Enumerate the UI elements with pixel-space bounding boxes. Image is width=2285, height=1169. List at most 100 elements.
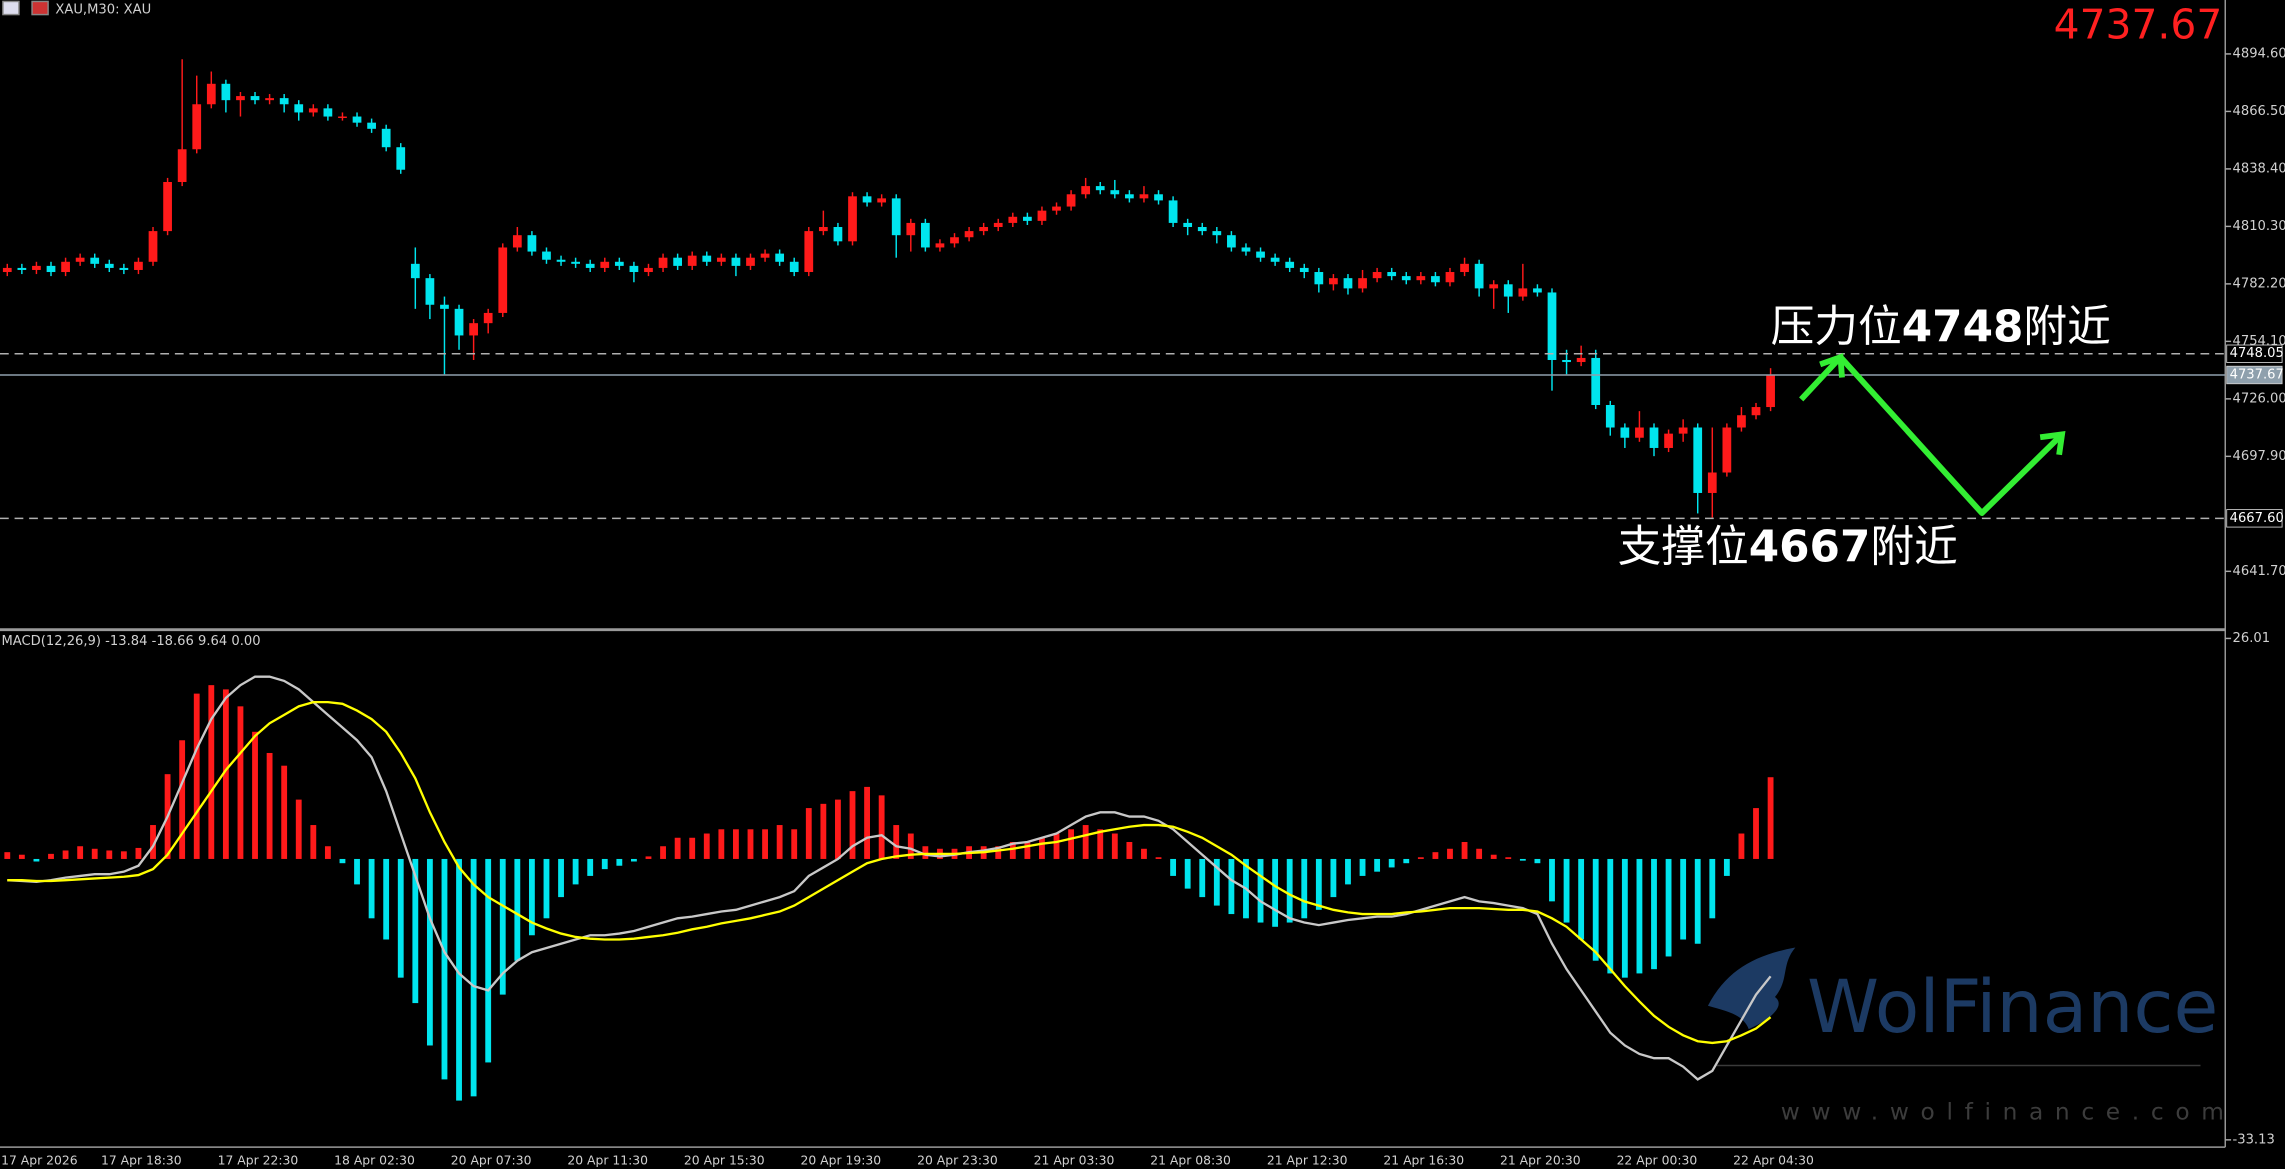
- candle-body: [352, 116, 362, 123]
- candle-body: [1343, 278, 1353, 289]
- x-tick-label: 22 Apr 00:30: [1617, 1154, 1698, 1168]
- histogram-bar: [791, 829, 798, 859]
- candle-body: [61, 261, 70, 273]
- candle-body: [483, 312, 493, 324]
- candle-body: [658, 257, 668, 268]
- histogram-bar: [179, 740, 186, 859]
- candle-body: [1139, 194, 1149, 199]
- url: www.wolfinance.com: [1781, 1098, 2236, 1125]
- histogram-bar: [835, 799, 841, 859]
- histogram-bar: [703, 833, 710, 859]
- histogram-bar: [689, 837, 696, 859]
- candle-body: [308, 108, 318, 113]
- histogram-bar: [1272, 858, 1279, 927]
- histogram-bar: [193, 693, 200, 859]
- histogram-bar: [747, 829, 754, 859]
- candle-body: [90, 257, 100, 264]
- histogram-bar: [281, 765, 288, 859]
- candle-body: [702, 255, 712, 262]
- histogram-bar: [922, 846, 929, 859]
- candle-body: [192, 104, 202, 150]
- candle-body: [1066, 194, 1076, 207]
- histogram-bar: [1111, 833, 1118, 859]
- histogram-bar: [630, 858, 637, 862]
- indicator-line: [7, 675, 1772, 1081]
- candle-body: [935, 243, 945, 248]
- candle-body: [1649, 427, 1659, 448]
- histogram-bar: [572, 858, 579, 885]
- icon: [31, 0, 49, 16]
- candle-body: [1095, 186, 1105, 191]
- candle-body: [1270, 257, 1280, 262]
- logo: [1707, 947, 1796, 1030]
- candle-body: [1766, 374, 1775, 408]
- histogram-bar: [1082, 825, 1089, 859]
- histogram-bar: [1519, 858, 1526, 861]
- candle-body: [891, 198, 901, 236]
- histogram-bar: [616, 858, 623, 866]
- candle-body: [1445, 272, 1455, 283]
- candle-body: [221, 83, 231, 101]
- candle-body: [1329, 278, 1338, 285]
- candle-body: [294, 104, 304, 113]
- candle-body: [1416, 276, 1426, 281]
- y-tick-label: 4726.00: [2233, 391, 2285, 406]
- candle-body: [236, 96, 245, 101]
- histogram-bar: [1592, 858, 1599, 961]
- histogram-bar: [1505, 857, 1512, 859]
- candle-body: [1023, 216, 1032, 221]
- y-tick-label: 4782.20: [2233, 276, 2285, 291]
- histogram-bar: [295, 799, 302, 859]
- histogram-bar: [33, 858, 40, 862]
- histogram-bar: [339, 858, 346, 864]
- histogram-bar: [907, 833, 914, 859]
- candle-body: [600, 261, 610, 268]
- histogram-bar: [820, 803, 827, 859]
- x-tick-label: 20 Apr 07:30: [451, 1154, 532, 1168]
- arrowhead: [2039, 430, 2066, 456]
- x-tick-label: 21 Apr 16:30: [1383, 1154, 1464, 1168]
- candle-body: [1547, 292, 1557, 360]
- candle-body: [950, 237, 959, 244]
- histogram-bar: [1257, 858, 1264, 923]
- candle-body: [1299, 267, 1309, 273]
- histogram-bar: [1665, 858, 1672, 957]
- level-tag: [2226, 365, 2283, 385]
- histogram-bar: [864, 786, 870, 859]
- histogram-bar: [1286, 858, 1293, 923]
- candle-body: [104, 263, 114, 268]
- candle-body: [789, 261, 799, 273]
- histogram-bar: [18, 854, 25, 859]
- candle-body: [1664, 433, 1673, 448]
- candle-body: [75, 257, 85, 262]
- histogram-bar: [1184, 858, 1191, 889]
- x-tick-label: 21 Apr 12:30: [1267, 1154, 1348, 1168]
- y-tick-label: -33.13: [2233, 1132, 2275, 1147]
- candle-body: [716, 257, 726, 262]
- histogram-bar: [893, 825, 900, 859]
- candle-body: [454, 308, 464, 336]
- histogram-bar: [1694, 858, 1701, 944]
- candle-body: [1008, 216, 1018, 223]
- candle-body: [425, 278, 435, 305]
- histogram-bar: [674, 837, 681, 859]
- candle-body: [134, 261, 143, 270]
- histogram-bar: [412, 858, 419, 1004]
- histogram-bar: [470, 858, 477, 1097]
- candle-body: [32, 265, 41, 270]
- histogram-bar: [106, 850, 113, 859]
- candle-body: [1197, 227, 1207, 232]
- candle-body: [1241, 247, 1251, 252]
- candle-body: [2, 267, 12, 273]
- histogram-bar: [150, 825, 156, 859]
- candle-body: [1751, 407, 1761, 416]
- candle-body: [1605, 404, 1615, 428]
- candle-body: [775, 253, 785, 262]
- histogram-bar: [1709, 858, 1716, 919]
- arrows: [1799, 353, 2066, 516]
- x-tick-label: 17 Apr 22:30: [218, 1154, 299, 1168]
- histogram-bar: [1578, 858, 1585, 940]
- histogram-bar: [1388, 858, 1395, 868]
- candle-body: [440, 304, 449, 309]
- candle-body: [746, 257, 755, 266]
